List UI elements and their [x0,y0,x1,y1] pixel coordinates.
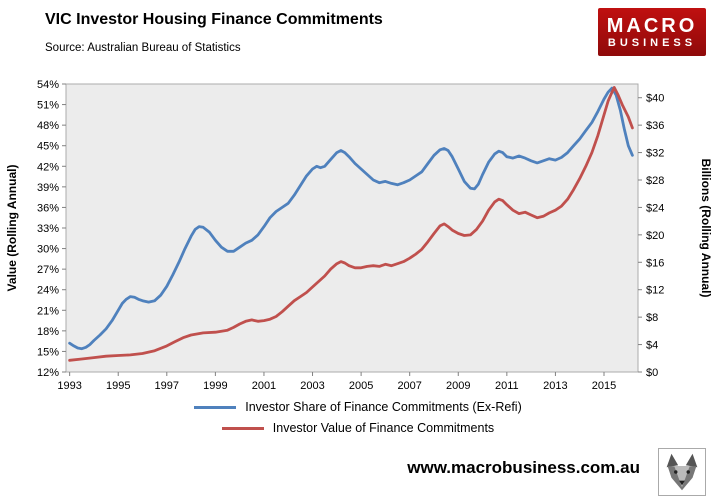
legend-swatch-red [221,426,264,430]
x-axis-tick-label: 1993 [57,380,81,392]
macrobusiness-logo: MACRO BUSINESS [598,8,706,56]
left-axis-tick-label: 39% [37,182,59,194]
series-line-investor-share [68,86,634,351]
chart-legend: Investor Share of Finance Commitments (E… [0,400,716,435]
left-axis-tick-label: 18% [37,326,59,338]
x-axis-tick-label: 2007 [397,380,421,392]
right-axis-tick-label: $32 [646,148,664,160]
x-axis-tick-label: 2005 [349,380,373,392]
logo-line1: MACRO [606,14,698,37]
left-axis-tick-label: 24% [37,285,59,297]
legend-label-share: Investor Share of Finance Commitments (E… [245,400,522,414]
x-axis-tick-label: 2009 [446,380,470,392]
wolf-logo-icon [658,448,706,496]
right-axis-tick-label: $40 [646,93,664,105]
left-axis-tick-label: 33% [37,223,59,235]
x-axis-tick-label: 1999 [203,380,227,392]
legend-swatch-blue [194,405,237,409]
series-line-investor-value [68,86,634,362]
left-axis-tick-label: 48% [37,120,59,132]
website-url: www.macrobusiness.com.au [407,458,640,477]
right-axis-tick-label: $0 [646,367,658,379]
left-axis-tick-label: 21% [37,305,59,317]
x-axis-tick-label: 2013 [543,380,567,392]
legend-label-value: Investor Value of Finance Commitments [272,421,495,435]
left-axis-tick-label: 36% [37,202,59,214]
left-axis-tick-label: 54% [37,79,59,91]
legend-item-share: Investor Share of Finance Commitments (E… [194,400,522,414]
right-axis-tick-label: $36 [646,120,664,132]
x-axis-tick-label: 2011 [495,380,519,392]
right-axis-tick-label: $24 [646,202,664,214]
left-axis-tick-label: 30% [37,244,59,256]
right-axis-tick-label: $28 [646,175,664,187]
right-axis-title: Billions (Rolling Annual) [699,159,713,298]
left-axis-tick-label: 12% [37,367,59,379]
wolf-logo-drawing [666,453,698,491]
right-axis-tick-label: $8 [646,312,658,324]
x-axis-tick-label: 2003 [300,380,324,392]
x-axis-tick-label: 1995 [106,380,130,392]
chart-area: 12% 15% 18% 21% 24% 27% 30% 33% 36% 39% 42% 45% 48% 5… [0,70,716,400]
source-caption: Source: Australian Bureau of Statistics [45,42,241,54]
left-axis-tick-label: 27% [37,264,59,276]
plot-area [65,83,639,373]
legend-item-value: Investor Value of Finance Commitments [221,421,495,435]
page-title: VIC Investor Housing Finance Commitments [45,11,383,28]
right-axis-tick-label: $12 [646,285,664,297]
x-axis-tick-label: 2015 [592,380,616,392]
left-axis-tick-label: 15% [37,346,59,358]
left-axis-tick-label: 51% [37,100,59,112]
dual-axis-line-chart: 12% 15% 18% 21% 24% 27% 30% 33% 36% 39% 42% 45% 48% 5… [5,79,713,392]
right-axis-tick-label: $20 [646,230,664,242]
x-axis-tick-label: 1997 [155,380,179,392]
right-axis-tick-label: $4 [646,340,658,352]
left-axis-tick-label: 42% [37,161,59,173]
logo-line2: BUSINESS [607,36,697,49]
right-axis-tick-label: $16 [646,257,664,269]
left-axis-tick-label: 45% [37,141,59,153]
left-axis-title: Value (Rolling Annual) [5,165,19,292]
x-axis-tick-label: 2001 [252,380,276,392]
